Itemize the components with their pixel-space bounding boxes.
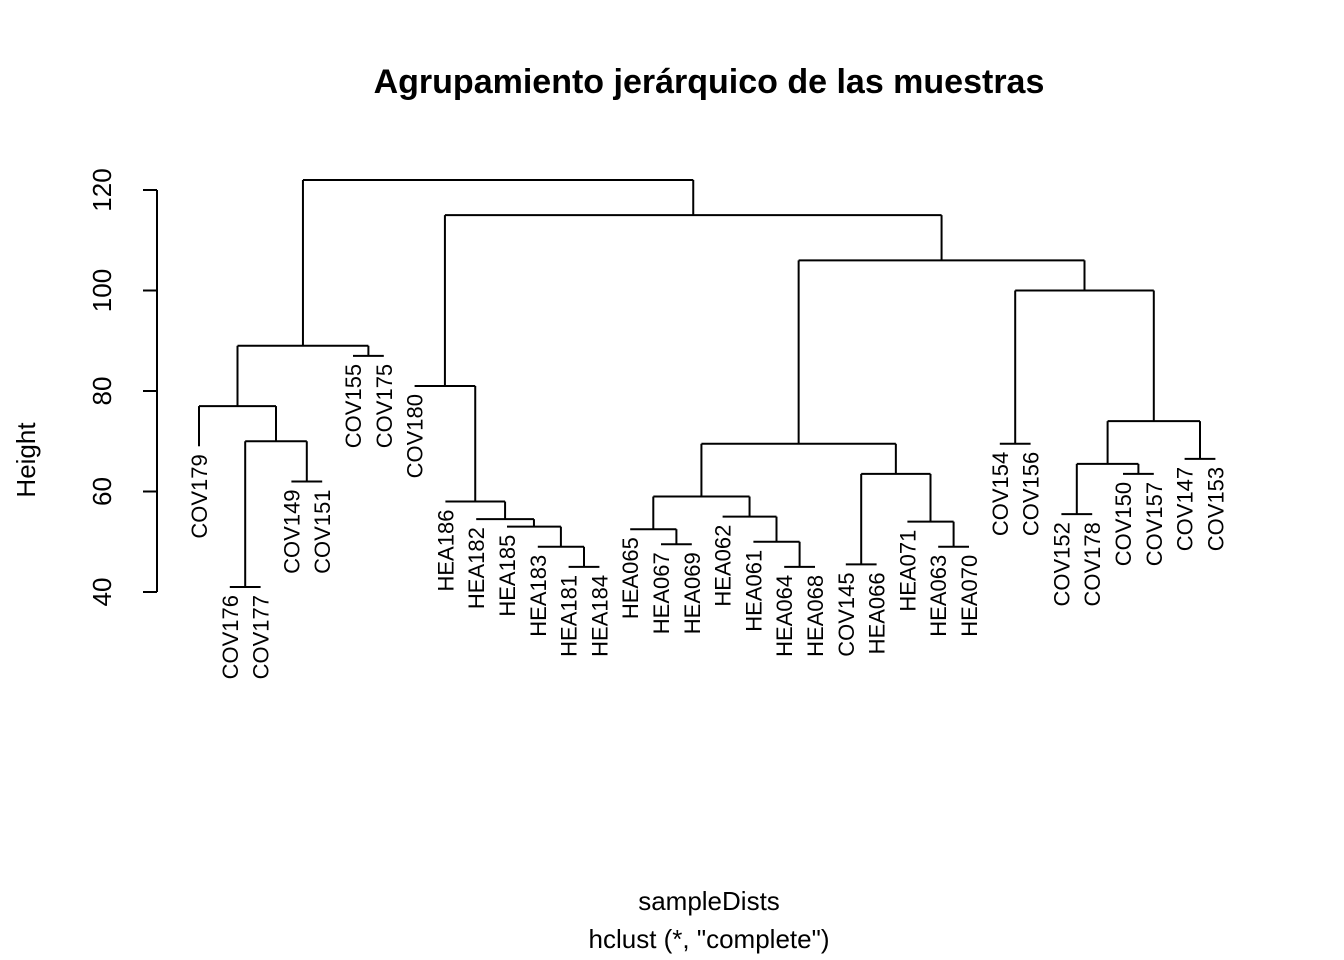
- leaf-label: COV155: [341, 364, 366, 448]
- leaf-label: COV152: [1049, 522, 1074, 606]
- leaf-label: HEA064: [772, 575, 797, 657]
- leaf-label: COV153: [1203, 467, 1228, 551]
- dendrogram-tree: [198, 178, 1216, 588]
- y-tick-label: 60: [87, 477, 117, 506]
- leaf-label: HEA066: [865, 572, 890, 654]
- y-axis-label: Height: [11, 422, 41, 498]
- leaf-label: COV177: [249, 595, 274, 679]
- leaf-label: COV175: [372, 364, 397, 448]
- leaf-label: COV147: [1173, 467, 1198, 551]
- leaf-label: COV150: [1111, 482, 1136, 566]
- y-tick-label: 100: [87, 269, 117, 312]
- leaf-label: COV151: [310, 489, 335, 573]
- leaf-label: COV154: [988, 452, 1013, 536]
- leaf-label: HEA186: [433, 510, 458, 592]
- leaf-label: COV179: [187, 454, 212, 538]
- leaf-label: HEA071: [895, 530, 920, 612]
- y-axis: 40 60 80 100 120: [87, 168, 158, 607]
- leaf-label: HEA065: [618, 537, 643, 619]
- leaf-label: HEA184: [587, 575, 612, 657]
- leaf-label: COV156: [1019, 452, 1044, 536]
- leaf-label: HEA183: [526, 555, 551, 637]
- leaf-label: COV176: [218, 595, 243, 679]
- y-tick-label: 40: [87, 578, 117, 607]
- leaf-label: HEA182: [464, 527, 489, 609]
- leaf-label: HEA067: [649, 552, 674, 634]
- leaf-label: COV145: [834, 572, 859, 656]
- leaf-label: HEA062: [711, 525, 736, 607]
- y-tick-label: 80: [87, 377, 117, 406]
- y-tick-label: 120: [87, 168, 117, 211]
- leaf-label: COV180: [403, 394, 428, 478]
- chart-title: Agrupamiento jerárquico de las muestras: [374, 63, 1045, 101]
- method-sublabel: hclust (*, "complete"): [589, 924, 830, 954]
- leaf-label: HEA185: [495, 535, 520, 617]
- leaf-label: HEA068: [803, 575, 828, 657]
- leaf-label: COV157: [1142, 482, 1167, 566]
- leaf-label: COV178: [1080, 522, 1105, 606]
- leaf-label: COV149: [279, 489, 304, 573]
- leaf-label: HEA181: [557, 575, 582, 657]
- leaf-label: HEA069: [680, 552, 705, 634]
- x-axis-label: sampleDists: [638, 886, 780, 916]
- leaf-label: HEA061: [741, 550, 766, 632]
- leaf-label: HEA070: [957, 555, 982, 637]
- leaf-label: HEA063: [926, 555, 951, 637]
